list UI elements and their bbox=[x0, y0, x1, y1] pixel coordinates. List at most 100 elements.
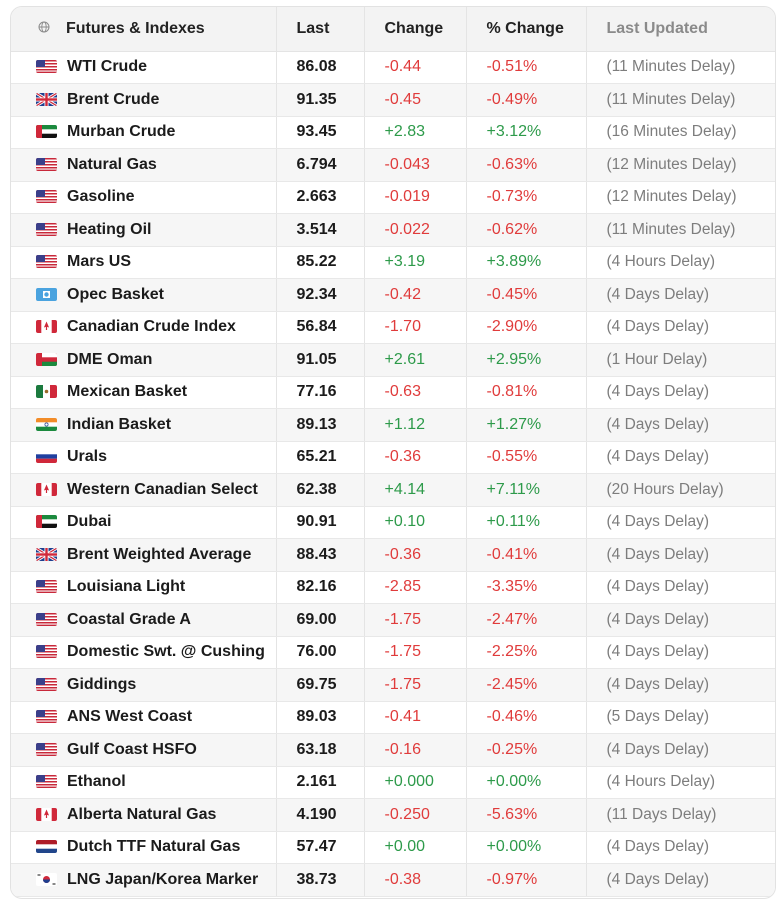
table-row[interactable]: Gasoline 2.663 -0.019 -0.73% (12 Minutes Del… bbox=[11, 181, 775, 214]
table-row[interactable]: Brent Crude 91.35 -0.45 -0.49% (11 Minutes D… bbox=[11, 83, 775, 117]
instrument-name-cell[interactable]: Heating Oil bbox=[11, 213, 277, 247]
instrument-name[interactable]: ANS West Coast bbox=[67, 708, 193, 726]
table-row[interactable]: Mexican Basket 77.16 -0.63 -0.81% (4 Days De… bbox=[11, 376, 775, 409]
instrument-name-cell[interactable]: Alberta Natural Gas bbox=[11, 798, 277, 832]
instrument-name[interactable]: Mexican Basket bbox=[67, 383, 188, 401]
instrument-name-cell[interactable]: Dubai bbox=[11, 506, 277, 539]
instrument-name[interactable]: Coastal Grade A bbox=[67, 610, 191, 628]
table-row[interactable]: Louisiana Light 82.16 -2.85 -3.35% (4 Days D… bbox=[11, 571, 775, 604]
instrument-name[interactable]: LNG Japan/Korea Marker bbox=[67, 870, 259, 888]
oman-flag-icon bbox=[36, 352, 57, 366]
table-row[interactable]: Mars US 85.22 +3.19 +3.89% (4 Hours Delay) bbox=[11, 246, 775, 279]
pct-change-value: +2.95% bbox=[466, 343, 587, 377]
change-value: +0.10 bbox=[364, 506, 467, 539]
header-last-updated[interactable]: Last Updated bbox=[586, 7, 775, 52]
instrument-name[interactable]: Gulf Coast HSFO bbox=[67, 740, 197, 758]
table-row[interactable]: Western Canadian Select 62.38 +4.14 +7.11%(… bbox=[11, 473, 775, 507]
instrument-name[interactable]: Canadian Crude Index bbox=[67, 318, 236, 336]
table-row[interactable]: Domestic Swt. @ Cushing 76.00 -1.75 -2.25%(… bbox=[11, 636, 775, 669]
table-row[interactable]: Giddings 69.75 -1.75 -2.45% (4 Days Delay) bbox=[11, 668, 775, 702]
last-price: 65.21 bbox=[276, 441, 365, 474]
header-pct-change[interactable]: % Change bbox=[466, 7, 587, 52]
pct-change-value: +7.11% bbox=[466, 473, 587, 507]
instrument-name-cell[interactable]: Ethanol bbox=[11, 766, 277, 799]
instrument-name[interactable]: Opec Basket bbox=[67, 285, 164, 303]
instrument-name[interactable]: Brent Crude bbox=[67, 90, 160, 108]
table-row[interactable]: Heating Oil 3.514 -0.022 -0.62% (11 Minutes … bbox=[11, 213, 775, 247]
last-price: 4.190 bbox=[276, 798, 365, 832]
instrument-name[interactable]: Louisiana Light bbox=[67, 578, 186, 596]
instrument-name[interactable]: Dubai bbox=[67, 513, 112, 531]
table-row[interactable]: ANS West Coast 89.03 -0.41 -0.46% (5 Days De… bbox=[11, 701, 775, 734]
instrument-name[interactable]: Natural Gas bbox=[67, 155, 157, 173]
instrument-name-cell[interactable]: Brent Crude bbox=[11, 83, 277, 117]
instrument-name-cell[interactable]: Gasoline bbox=[11, 181, 277, 214]
instrument-name-cell[interactable]: Opec Basket bbox=[11, 278, 277, 312]
table-row[interactable]: Natural Gas 6.794 -0.043 -0.63% (12 Minutes … bbox=[11, 148, 775, 182]
table-row[interactable]: Indian Basket 89.13 +1.12 +1.27% (4 Days Del… bbox=[11, 408, 775, 442]
instrument-name[interactable]: Alberta Natural Gas bbox=[67, 805, 217, 823]
instrument-name-cell[interactable]: WTI Crude bbox=[11, 51, 277, 84]
instrument-name-cell[interactable]: Coastal Grade A bbox=[11, 603, 277, 637]
instrument-name-cell[interactable]: Urals bbox=[11, 441, 277, 474]
instrument-name[interactable]: DME Oman bbox=[67, 350, 153, 368]
instrument-name-cell[interactable]: DME Oman bbox=[11, 343, 277, 377]
instrument-name[interactable]: Giddings bbox=[67, 675, 137, 693]
instrument-name-cell[interactable]: Giddings bbox=[11, 668, 277, 702]
instrument-name-cell[interactable]: ANS West Coast bbox=[11, 701, 277, 734]
table-row[interactable]: LNG Japan/Korea Marker 38.73 -0.38 -0.97% (4… bbox=[11, 863, 775, 897]
last-price: 91.05 bbox=[276, 343, 365, 377]
instrument-name-cell[interactable]: Indian Basket bbox=[11, 408, 277, 442]
instrument-name[interactable]: Brent Weighted Average bbox=[67, 545, 252, 563]
instrument-name-cell[interactable]: Western Canadian Select bbox=[11, 473, 277, 507]
last-updated-value: (4 Days Delay) bbox=[586, 668, 775, 702]
instrument-name[interactable]: Domestic Swt. @ Cushing bbox=[67, 643, 265, 661]
pct-change-value: -0.51% bbox=[466, 51, 587, 84]
instrument-name[interactable]: Ethanol bbox=[67, 773, 126, 791]
table-row[interactable]: Urals 65.21 -0.36 -0.55% (4 Days Delay) bbox=[11, 441, 775, 474]
change-value: +0.00 bbox=[364, 831, 467, 864]
instrument-name-cell[interactable]: Brent Weighted Average bbox=[11, 538, 277, 572]
instrument-name[interactable]: Urals bbox=[67, 448, 108, 466]
table-row[interactable]: Gulf Coast HSFO 63.18 -0.16 -0.25% (4 Days D… bbox=[11, 733, 775, 767]
instrument-name-cell[interactable]: Murban Crude bbox=[11, 116, 277, 149]
instrument-name-cell[interactable]: Canadian Crude Index bbox=[11, 311, 277, 344]
header-last[interactable]: Last bbox=[276, 7, 365, 52]
header-name[interactable]: Futures & Indexes bbox=[11, 7, 277, 52]
instrument-name-cell[interactable]: Dutch TTF Natural Gas bbox=[11, 831, 277, 864]
table-row[interactable]: Opec Basket 92.34 -0.42 -0.45% (4 Days Delay… bbox=[11, 278, 775, 312]
change-value: -0.250 bbox=[364, 798, 467, 832]
instrument-name[interactable]: Heating Oil bbox=[67, 220, 152, 238]
instrument-name[interactable]: Dutch TTF Natural Gas bbox=[67, 838, 241, 856]
pct-change-value: -0.49% bbox=[466, 83, 587, 117]
instrument-name[interactable]: Indian Basket bbox=[67, 415, 172, 433]
instrument-name[interactable]: Mars US bbox=[67, 253, 132, 271]
last-price: 56.84 bbox=[276, 311, 365, 344]
table-row[interactable]: Alberta Natural Gas 4.190 -0.250 -5.63% (11 … bbox=[11, 798, 775, 832]
uae-flag-icon bbox=[36, 125, 57, 139]
instrument-name-cell[interactable]: Domestic Swt. @ Cushing bbox=[11, 636, 277, 669]
instrument-name-cell[interactable]: Natural Gas bbox=[11, 148, 277, 182]
instrument-name[interactable]: Western Canadian Select bbox=[67, 480, 258, 498]
instrument-name-cell[interactable]: Mexican Basket bbox=[11, 376, 277, 409]
change-value: -1.75 bbox=[364, 636, 467, 669]
instrument-name-cell[interactable]: Mars US bbox=[11, 246, 277, 279]
uk-flag-icon bbox=[36, 547, 57, 561]
table-row[interactable]: Brent Weighted Average 88.43 -0.36 -0.41% (4… bbox=[11, 538, 775, 572]
header-change[interactable]: Change bbox=[364, 7, 467, 52]
instrument-name-cell[interactable]: Gulf Coast HSFO bbox=[11, 733, 277, 767]
instrument-name-cell[interactable]: Louisiana Light bbox=[11, 571, 277, 604]
instrument-name-cell[interactable]: LNG Japan/Korea Marker bbox=[11, 863, 277, 897]
instrument-name[interactable]: Murban Crude bbox=[67, 123, 176, 141]
instrument-name[interactable]: Gasoline bbox=[67, 188, 135, 206]
change-value: -0.36 bbox=[364, 538, 467, 572]
table-row[interactable]: Coastal Grade A 69.00 -1.75 -2.47% (4 Days D… bbox=[11, 603, 775, 637]
table-row[interactable]: DME Oman 91.05 +2.61 +2.95% (1 Hour Delay) bbox=[11, 343, 775, 377]
table-row[interactable]: Dutch TTF Natural Gas 57.47 +0.00 +0.00% (4 … bbox=[11, 831, 775, 864]
table-row[interactable]: Ethanol 2.161 +0.000 +0.00% (4 Hours Delay) bbox=[11, 766, 775, 799]
table-row[interactable]: Murban Crude 93.45 +2.83 +3.12% (16 Minutes … bbox=[11, 116, 775, 149]
table-row[interactable]: Canadian Crude Index 56.84 -1.70 -2.90% (4 D… bbox=[11, 311, 775, 344]
table-row[interactable]: Dubai 90.91 +0.10 +0.11% (4 Days Delay) bbox=[11, 506, 775, 539]
table-row[interactable]: WTI Crude 86.08 -0.44 -0.51% (11 Minutes Del… bbox=[11, 51, 775, 84]
instrument-name[interactable]: WTI Crude bbox=[67, 58, 147, 76]
